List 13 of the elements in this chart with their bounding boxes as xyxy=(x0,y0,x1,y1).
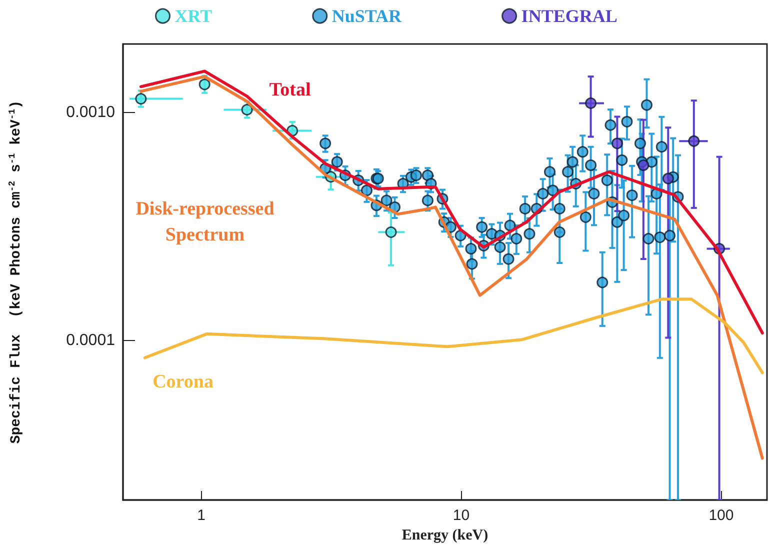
y-axis-title: Specific Flux (keV Photons cm-2 s-1 keV-1) xyxy=(8,100,24,444)
legend-label: XRT xyxy=(174,6,212,26)
y-tick-label: 0.0010 xyxy=(66,104,116,122)
legend-label: NuSTAR xyxy=(332,6,403,26)
x-axis-title: Energy (keV) xyxy=(402,528,488,544)
series-label: Corona xyxy=(152,372,214,392)
text: Disk-reprocessed Spectrum xyxy=(136,198,275,246)
legend-label: INTEGRAL xyxy=(521,6,618,26)
y-tick-label: 0.0001 xyxy=(66,332,116,350)
x-tick-label: 10 xyxy=(452,507,470,524)
x-tick-label: 100 xyxy=(708,507,734,524)
x-tick-label: 1 xyxy=(197,507,206,524)
series-label: Total xyxy=(269,80,311,100)
